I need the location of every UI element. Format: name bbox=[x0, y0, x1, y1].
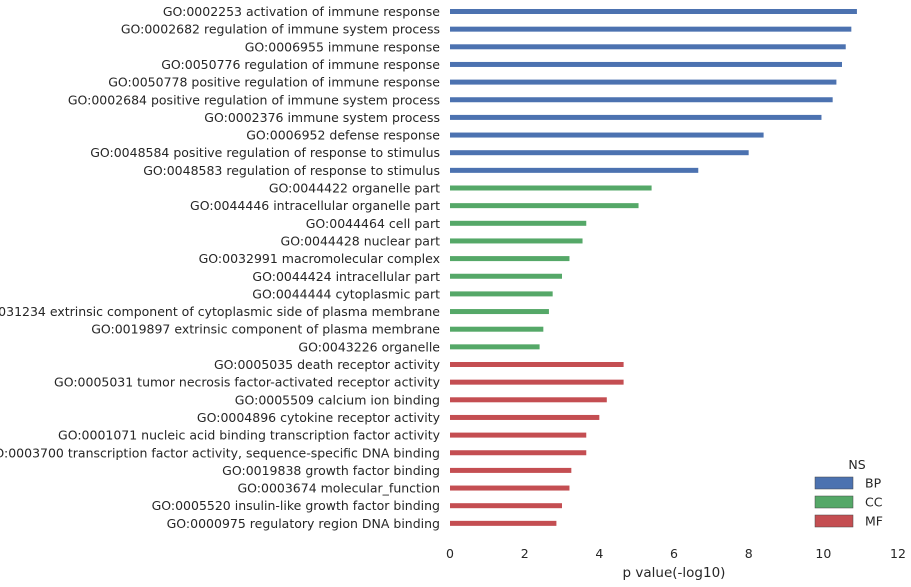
category-label: GO:0031234 extrinsic component of cytopl… bbox=[0, 304, 440, 319]
category-labels-group: GO:0002253 activation of immune response… bbox=[0, 4, 441, 531]
category-label: GO:0050778 positive regulation of immune… bbox=[108, 75, 440, 90]
bar-cc-18 bbox=[450, 309, 549, 315]
bar-cc-20 bbox=[450, 344, 540, 350]
legend: NS BP CC MF bbox=[814, 457, 883, 529]
bar-mf-22 bbox=[450, 379, 624, 385]
x-tick-label: 6 bbox=[670, 546, 678, 561]
bar-bp-7 bbox=[450, 114, 822, 120]
bar-bp-5 bbox=[450, 79, 837, 85]
x-tick-label: 10 bbox=[815, 546, 831, 561]
category-label: GO:0019838 growth factor binding bbox=[222, 463, 440, 478]
bar-bp-3 bbox=[450, 44, 846, 50]
x-tick-labels-group: 0 2 4 6 8 10 12 bbox=[446, 546, 906, 561]
legend-title: NS bbox=[848, 457, 865, 472]
category-label: GO:0044428 nuclear part bbox=[281, 233, 441, 248]
category-label: GO:0044444 cytoplasmic part bbox=[252, 286, 440, 301]
category-label: GO:0001071 nucleic acid binding transcri… bbox=[58, 428, 441, 443]
bar-mf-21 bbox=[450, 362, 624, 367]
bar-mf-23 bbox=[450, 397, 607, 403]
bar-mf-28 bbox=[450, 485, 570, 491]
category-label: GO:0044422 organelle part bbox=[269, 181, 440, 196]
category-label: GO:0032991 macromolecular complex bbox=[199, 251, 440, 266]
bars-group bbox=[450, 9, 857, 526]
category-label: GO:0005035 death receptor activity bbox=[214, 357, 441, 372]
category-label: GO:0002682 regulation of immune system p… bbox=[121, 22, 440, 37]
bar-bp-2 bbox=[450, 26, 852, 32]
x-tick-label: 2 bbox=[521, 546, 529, 561]
category-label: GO:0000975 regulatory region DNA binding bbox=[167, 516, 440, 531]
bar-mf-24 bbox=[450, 414, 600, 420]
category-label: GO:0044446 intracellular organelle part bbox=[190, 198, 440, 213]
bar-cc-14 bbox=[450, 238, 583, 244]
legend-label-bp: BP bbox=[865, 476, 882, 491]
bar-bp-8 bbox=[450, 132, 764, 138]
legend-swatch-cc bbox=[814, 495, 854, 509]
bar-mf-30 bbox=[450, 520, 557, 526]
category-label: GO:0048583 regulation of response to sti… bbox=[143, 163, 440, 178]
bar-mf-27 bbox=[450, 467, 572, 473]
bar-cc-11 bbox=[450, 185, 652, 191]
category-label: GO:0019897 extrinsic component of plasma… bbox=[91, 322, 440, 337]
bar-mf-26 bbox=[450, 450, 587, 456]
x-tick-label: 8 bbox=[745, 546, 753, 561]
category-label: GO:0044424 intracellular part bbox=[252, 269, 440, 284]
bar-bp-4 bbox=[450, 61, 842, 67]
bar-cc-15 bbox=[450, 256, 570, 262]
bar-bp-6 bbox=[450, 97, 833, 103]
category-label: GO:0043226 organelle bbox=[298, 339, 440, 354]
bar-bp-1 bbox=[450, 9, 857, 14]
category-label: GO:0006955 immune response bbox=[245, 39, 441, 54]
bar-cc-17 bbox=[450, 291, 553, 297]
category-label: GO:0048584 positive regulation of respon… bbox=[90, 145, 440, 160]
category-label: GO:0005509 calcium ion binding bbox=[235, 392, 440, 407]
category-label: GO:0044464 cell part bbox=[306, 216, 440, 231]
bar-bp-10 bbox=[450, 167, 699, 173]
legend-swatch-bp bbox=[814, 476, 854, 490]
category-label: GO:0006952 defense response bbox=[246, 128, 440, 143]
category-label: GO:0005520 insulin-like growth factor bi… bbox=[152, 498, 440, 513]
legend-label-mf: MF bbox=[865, 514, 883, 529]
category-label: GO:0002684 positive regulation of immune… bbox=[68, 92, 440, 107]
category-label: GO:0050776 regulation of immune response bbox=[161, 57, 440, 72]
x-axis-title: p value(-log10) bbox=[623, 565, 726, 581]
bar-cc-19 bbox=[450, 326, 544, 332]
category-label: GO:0005031 tumor necrosis factor-activat… bbox=[54, 375, 441, 390]
x-tick-label: 4 bbox=[595, 546, 603, 561]
category-label: GO:0002376 immune system process bbox=[204, 110, 440, 125]
x-tick-label: 12 bbox=[890, 546, 906, 561]
bar-mf-25 bbox=[450, 432, 587, 438]
x-tick-label: 0 bbox=[446, 546, 454, 561]
legend-swatch-mf bbox=[814, 514, 854, 528]
category-label: GO:0002253 activation of immune response bbox=[163, 4, 440, 19]
legend-label-cc: CC bbox=[865, 495, 883, 510]
bar-cc-13 bbox=[450, 220, 587, 226]
bar-cc-12 bbox=[450, 203, 639, 209]
bar-bp-9 bbox=[450, 150, 749, 156]
category-label: GO:0003674 molecular_function bbox=[237, 481, 440, 496]
category-label: GO:0004896 cytokine receptor activity bbox=[197, 410, 441, 425]
bar-cc-16 bbox=[450, 273, 562, 279]
bar-mf-29 bbox=[450, 503, 562, 509]
category-label: GO:0003700 transcription factor activity… bbox=[0, 445, 440, 460]
